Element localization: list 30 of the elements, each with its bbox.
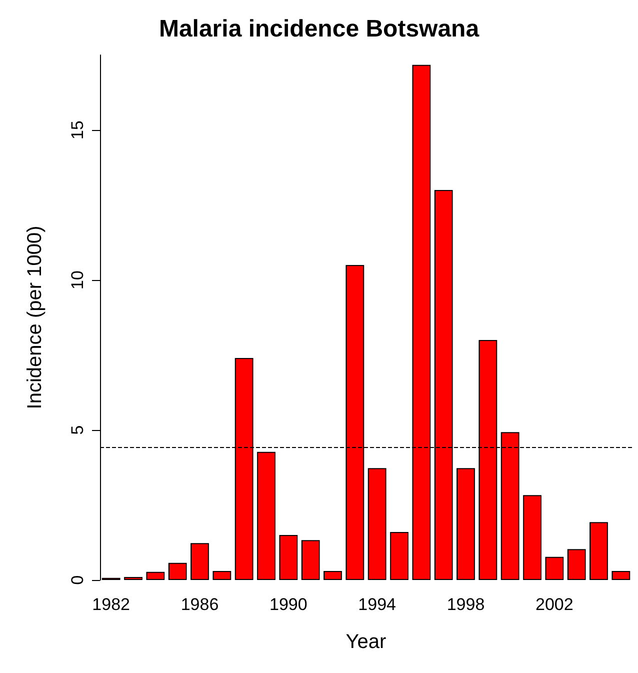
x-tick-label: 1994: [358, 595, 396, 614]
bar: [456, 468, 475, 580]
bar: [545, 556, 564, 580]
bar: [146, 572, 165, 580]
bar: [324, 571, 342, 580]
y-tick-label: 15: [68, 120, 87, 140]
x-tick-label: 2002: [536, 595, 574, 614]
x-tick-label: 1986: [180, 595, 219, 614]
bar: [212, 571, 232, 580]
bar: [567, 549, 586, 580]
y-tick-label: 5: [68, 425, 87, 435]
y-axis-title: Incidence (per 1000): [24, 226, 46, 410]
bar: [257, 452, 276, 580]
bar: [590, 522, 608, 580]
x-tick-label: 1998: [446, 595, 485, 614]
bar: [368, 468, 386, 580]
bar: [523, 495, 542, 580]
y-tick-label: 0: [68, 575, 87, 585]
bar: [390, 532, 408, 580]
x-tick-label: 1982: [92, 595, 130, 614]
bar: [612, 571, 630, 580]
x-axis-title: Year: [346, 631, 387, 653]
bar: [279, 535, 298, 580]
y-tick-label: 10: [68, 270, 87, 290]
bar: [124, 577, 142, 580]
bar: [168, 562, 187, 580]
bar: [190, 543, 209, 580]
x-tick-label: 1990: [270, 595, 308, 614]
bar: [301, 540, 320, 580]
chart-title: Malaria incidence Botswana: [158, 16, 480, 42]
